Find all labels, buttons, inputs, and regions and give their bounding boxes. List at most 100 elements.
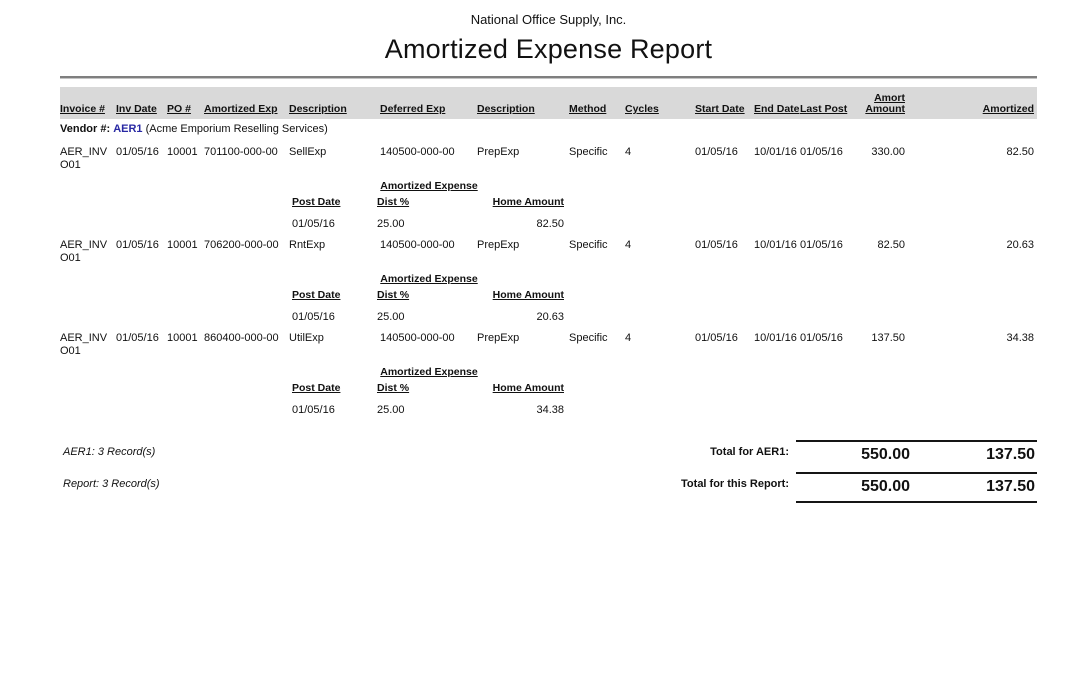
detail-title: Amortized Expense [380,273,478,285]
detail-col-home-amount: Home Amount [492,196,564,208]
detail-data-row: 01/05/16 25.00 34.38 [289,404,569,416]
detail-col-post-date: Post Date [292,196,341,208]
cell-cycles: 4 [625,332,632,344]
company-name: National Office Supply, Inc. [470,12,627,27]
detail-col-dist: Dist % [377,382,410,394]
table-row: AER_INVO01 01/05/16 10001 706200-000-00 … [60,230,1037,265]
col-header-description-1: Description [289,103,347,115]
col-header-cycles: Cycles [625,103,659,115]
cell-amortized: 34.38 [1006,332,1034,344]
detail-home-amount: 20.63 [536,311,564,323]
detail-col-dist: Dist % [377,196,410,208]
vendor-total-amounts: 550.00 137.50 [796,440,1037,469]
cell-po: 10001 [167,239,198,251]
cell-po: 10001 [167,332,198,344]
cell-end-date: 10/01/16 [754,332,797,344]
vendor-total-amortized: 137.50 [986,446,1035,463]
cell-inv-date: 01/05/16 [116,239,159,251]
detail-dist-pct: 25.00 [377,218,405,230]
cell-cycles: 4 [625,146,632,158]
cell-deferred-exp: 140500-000-00 [380,146,455,158]
cell-last-post: 01/05/16 [800,146,843,158]
detail-dist-pct: 25.00 [377,311,405,323]
vendor-name: (Acme Emporium Reselling Services) [145,123,328,135]
cell-inv-date: 01/05/16 [116,332,159,344]
detail-home-amount: 82.50 [536,218,564,230]
cell-start-date: 01/05/16 [695,239,738,251]
detail-col-home-amount: Home Amount [492,289,564,301]
table-row: AER_INVO01 01/05/16 10001 701100-000-00 … [60,137,1037,172]
detail-header-row: Post Date Dist % Home Amount [289,196,569,208]
cell-po: 10001 [167,146,198,158]
cell-method: Specific [569,146,608,158]
col-header-description-2: Description [477,103,535,115]
cell-description: UtilExp [289,332,324,344]
vendor-record-count: AER1: 3 Record(s) [63,446,156,458]
cell-start-date: 01/05/16 [695,146,738,158]
detail-col-home-amount: Home Amount [492,382,564,394]
vendor-line: Vendor #: AER1 (Acme Emporium Reselling … [60,119,1037,137]
report-total-line: Report: 3 Record(s) Total for this Repor… [60,472,1037,503]
detail-col-dist: Dist % [377,289,410,301]
page-title: Amortized Expense Report [384,34,713,64]
col-header-method: Method [569,103,607,115]
vendor-code-link[interactable]: AER1 [113,123,143,135]
detail-dist-pct: 25.00 [377,404,405,416]
cell-description: RntExp [289,239,326,251]
cell-amortized: 82.50 [1006,146,1034,158]
detail-row: Amortized Expense Post Date Dist % Home … [60,358,1037,416]
detail-data-row: 01/05/16 25.00 20.63 [289,311,569,323]
report-total-label: Total for this Report: [681,478,789,490]
report-record-count: Report: 3 Record(s) [63,478,160,490]
cell-invoice: AER_INVO01 [60,332,108,357]
cell-deferred-exp: 140500-000-00 [380,332,455,344]
detail-col-post-date: Post Date [292,382,341,394]
detail-post-date: 01/05/16 [292,311,335,323]
report-totals: AER1: 3 Record(s) Total for AER1: 550.00… [60,440,1037,503]
amortized-expense-detail: Amortized Expense Post Date Dist % Home … [289,265,569,323]
cell-amort-amount: 82.50 [877,239,905,251]
col-header-invoice: Invoice # [60,103,105,115]
cell-description: SellExp [289,146,327,158]
amortized-expense-detail: Amortized Expense Post Date Dist % Home … [289,172,569,230]
report-total-amounts: 550.00 137.50 [796,472,1037,503]
cell-amort-amount: 330.00 [871,146,905,158]
col-header-start-date: Start Date [695,103,745,115]
vendor-label: Vendor #: [60,123,111,135]
col-header-deferred-exp: Deferred Exp [380,103,446,115]
cell-amortized-exp: 860400-000-00 [204,332,279,344]
table-header: Invoice # Inv Date PO # Amortized Exp De… [60,87,1037,119]
cell-last-post: 01/05/16 [800,239,843,251]
detail-row: Amortized Expense Post Date Dist % Home … [60,172,1037,230]
detail-title: Amortized Expense [380,180,478,192]
cell-inv-date: 01/05/16 [116,146,159,158]
cell-deferred-exp: 140500-000-00 [380,239,455,251]
detail-home-amount: 34.38 [536,404,564,416]
cell-amortized-exp: 706200-000-00 [204,239,279,251]
detail-post-date: 01/05/16 [292,404,335,416]
detail-title: Amortized Expense [380,366,478,378]
col-header-amortized: Amortized [982,103,1034,115]
cell-method: Specific [569,239,608,251]
col-header-amortized-exp: Amortized Exp [204,103,278,115]
cell-start-date: 01/05/16 [695,332,738,344]
amortized-expense-detail: Amortized Expense Post Date Dist % Home … [289,358,569,416]
col-header-amort-amount: Amort Amount [865,92,905,115]
vendor-total-label: Total for AER1: [710,446,789,458]
detail-col-post-date: Post Date [292,289,341,301]
cell-cycles: 4 [625,239,632,251]
detail-header-row: Post Date Dist % Home Amount [289,289,569,301]
detail-header-row: Post Date Dist % Home Amount [289,382,569,394]
cell-invoice: AER_INVO01 [60,146,108,171]
vendor-group-header: Vendor #: AER1 (Acme Emporium Reselling … [60,119,1037,137]
header-divider [60,76,1037,79]
cell-method: Specific [569,332,608,344]
detail-row: Amortized Expense Post Date Dist % Home … [60,265,1037,323]
report-total-amortized: 137.50 [986,478,1035,495]
detail-post-date: 01/05/16 [292,218,335,230]
cell-amortized-exp: 701100-000-00 [204,146,278,158]
col-header-last-post: Last Post [800,103,848,115]
cell-deferred-description: PrepExp [477,239,520,251]
cell-amort-amount: 137.50 [871,332,905,344]
